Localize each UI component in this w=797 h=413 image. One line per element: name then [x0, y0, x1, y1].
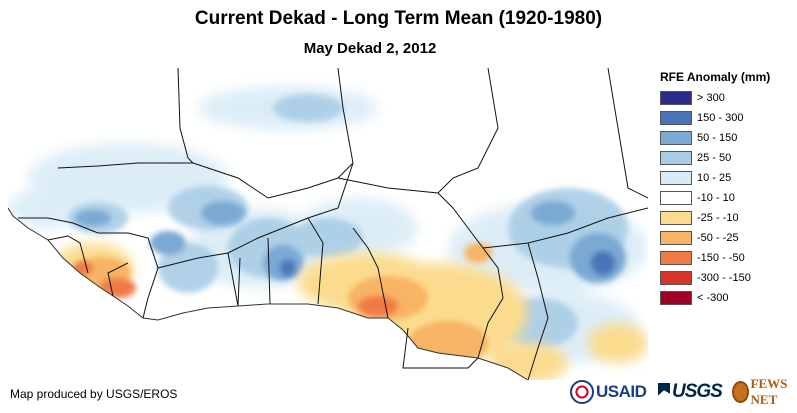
legend-item: -300 - -150 — [660, 268, 795, 288]
partner-logos: USAID USGS FEWS NET — [570, 376, 797, 407]
legend-label: -25 - -10 — [697, 212, 739, 224]
legend-label: -50 - -25 — [697, 232, 739, 244]
legend-item: -150 - -50 — [660, 248, 795, 268]
usaid-seal-icon — [570, 380, 594, 404]
legend-item: -50 - -25 — [660, 228, 795, 248]
coastline — [8, 207, 529, 380]
anomaly-raster — [8, 68, 648, 380]
fews-net-logo: FEWS NET — [732, 376, 797, 407]
legend-item: 25 - 50 — [660, 148, 795, 168]
legend-label: -300 - -150 — [697, 272, 751, 284]
legend-swatch — [660, 231, 692, 245]
map-credit: Map produced by USGS/EROS — [10, 387, 178, 401]
legend-swatch — [660, 211, 692, 225]
legend-label: 25 - 50 — [697, 152, 732, 164]
usgs-wave-icon — [658, 383, 670, 396]
legend-swatch — [660, 131, 692, 145]
legend-item: 150 - 300 — [660, 108, 795, 128]
legend-title: RFE Anomaly (mm) — [660, 70, 771, 84]
map-subtitle: May Dekad 2, 2012 — [303, 40, 437, 57]
legend-swatch — [660, 291, 692, 305]
legend-swatch — [660, 111, 692, 125]
legend-label: 150 - 300 — [697, 112, 744, 124]
legend-swatch — [660, 251, 692, 265]
legend-label: -150 - -50 — [697, 252, 745, 264]
legend-item: 50 - 150 — [660, 128, 795, 148]
usaid-logo: USAID — [570, 377, 647, 407]
legend-label: < -300 — [697, 292, 729, 304]
anomaly-map — [8, 68, 648, 380]
legend: RFE Anomaly (mm) > 300 150 - 300 50 - 150 2… — [660, 70, 795, 308]
legend-label: -10 - 10 — [697, 192, 735, 204]
legend-item: -25 - -10 — [660, 208, 795, 228]
legend-label: 50 - 150 — [697, 132, 738, 144]
legend-swatch — [660, 171, 692, 185]
legend-swatch — [660, 271, 692, 285]
legend-item: -10 - 10 — [660, 188, 795, 208]
country-borders — [18, 68, 648, 380]
fews-globe-icon — [732, 381, 749, 403]
legend-item: < -300 — [660, 288, 795, 308]
usgs-logo: USGS — [658, 377, 723, 407]
legend-swatch — [660, 191, 692, 205]
legend-swatch — [660, 91, 692, 105]
legend-items: > 300 150 - 300 50 - 150 25 - 50 10 - 25 -10 … — [660, 88, 795, 308]
legend-item: > 300 — [660, 88, 795, 108]
map-title: Current Dekad - Long Term Mean (1920-198… — [194, 8, 603, 29]
legend-label: > 300 — [697, 92, 725, 104]
legend-swatch — [660, 151, 692, 165]
map-canvas — [8, 68, 648, 380]
legend-item: 10 - 25 — [660, 168, 795, 188]
legend-label: 10 - 25 — [697, 172, 732, 184]
